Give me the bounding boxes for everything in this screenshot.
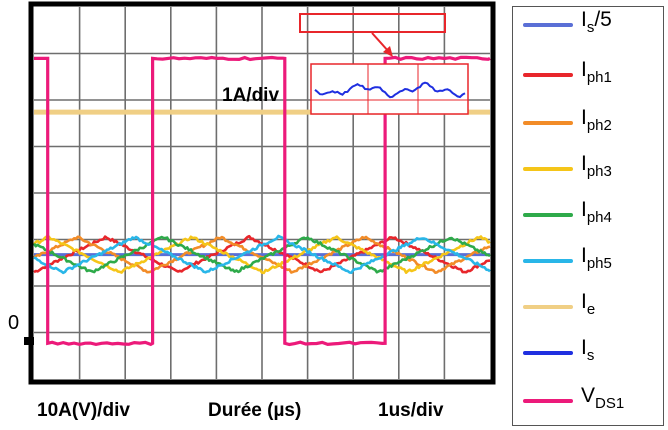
- zoom-arrow-head: [383, 46, 393, 57]
- legend-label-sub: e: [586, 301, 596, 318]
- plot-frame: [28, 1, 496, 385]
- zoom-selection-box: [299, 13, 446, 33]
- legend-label-sub: ph2: [586, 117, 612, 134]
- legend-swatch: [523, 399, 573, 403]
- trace-iph5: [33, 234, 491, 275]
- legend-swatch: [523, 213, 573, 217]
- y-scale-label: 10A(V)/div: [37, 400, 130, 421]
- legend-label: Iph5: [581, 245, 612, 275]
- trace-iph4: [32, 235, 491, 274]
- legend-swatch: [523, 73, 573, 77]
- legend-label-main: V: [581, 384, 596, 407]
- legend-item-is: Is: [523, 337, 663, 367]
- legend-label-main: I: [581, 152, 587, 175]
- legend-label-main: I: [581, 336, 587, 359]
- legend-label-sub: DS1: [595, 395, 625, 412]
- legend-label-sub: ph5: [586, 255, 612, 272]
- legend-swatch: [523, 121, 573, 125]
- legend-label-sub: ph1: [586, 69, 612, 86]
- legend-item-iph4: Iph4: [523, 199, 663, 229]
- legend-item-ie: Ie: [523, 291, 663, 321]
- zoom-inset: [299, 13, 469, 115]
- legend-label-sub: ph4: [586, 209, 612, 226]
- legend-label: Iph3: [581, 153, 612, 183]
- legend-item-iph5: Iph5: [523, 245, 663, 275]
- legend-label-main: I: [581, 290, 587, 313]
- legend-label: Iph2: [581, 107, 612, 137]
- legend-label: Ie: [581, 291, 595, 321]
- inset-box: [310, 63, 469, 115]
- legend-item-is5: Is/5: [523, 9, 663, 39]
- legend-swatch: [523, 259, 573, 263]
- legend-item-iph3: Iph3: [523, 153, 663, 183]
- legend-label: Iph4: [581, 199, 612, 229]
- legend-item-iph2: Iph2: [523, 107, 663, 137]
- legend-item-vds1: VDS1: [523, 385, 663, 415]
- legend-label: Is/5: [581, 9, 612, 39]
- legend-swatch: [523, 167, 573, 171]
- legend-label-main: I: [581, 106, 587, 129]
- legend-label-sub: ph3: [586, 163, 612, 180]
- legend-swatch: [523, 305, 573, 309]
- legend-label-sub: s: [586, 347, 595, 364]
- legend-label-sub: s/5: [586, 8, 612, 37]
- legend-label-main: I: [581, 8, 587, 31]
- legend-swatch: [523, 351, 573, 355]
- legend-label-main: I: [581, 198, 587, 221]
- trace-vds1: [34, 55, 491, 347]
- legend-swatch: [523, 23, 573, 27]
- legend-label: VDS1: [581, 385, 624, 415]
- grid: [34, 7, 490, 379]
- traces: [32, 55, 491, 347]
- legend-label-main: I: [581, 244, 587, 267]
- zero-label: 0: [8, 312, 20, 334]
- trace-iph1: [33, 234, 491, 274]
- legend-label-main: I: [581, 58, 587, 81]
- legend-label: Is: [581, 337, 594, 367]
- zero-marker: [24, 337, 34, 345]
- inset-trace-is: [314, 81, 466, 99]
- trace-iph3: [32, 235, 491, 275]
- zoom-arrow-line: [371, 32, 390, 53]
- legend-item-iph1: Iph1: [523, 59, 663, 89]
- x-scale-label: 1us/div: [378, 400, 444, 421]
- inset-scale-label: 1A/div: [222, 85, 280, 106]
- legend-label: Iph1: [581, 59, 612, 89]
- legend: Is/5 Iph1 Iph2 Iph3 Iph4 Iph5 Ie Is VDS1: [512, 6, 664, 426]
- x-axis-label: Durée (µs): [208, 400, 302, 421]
